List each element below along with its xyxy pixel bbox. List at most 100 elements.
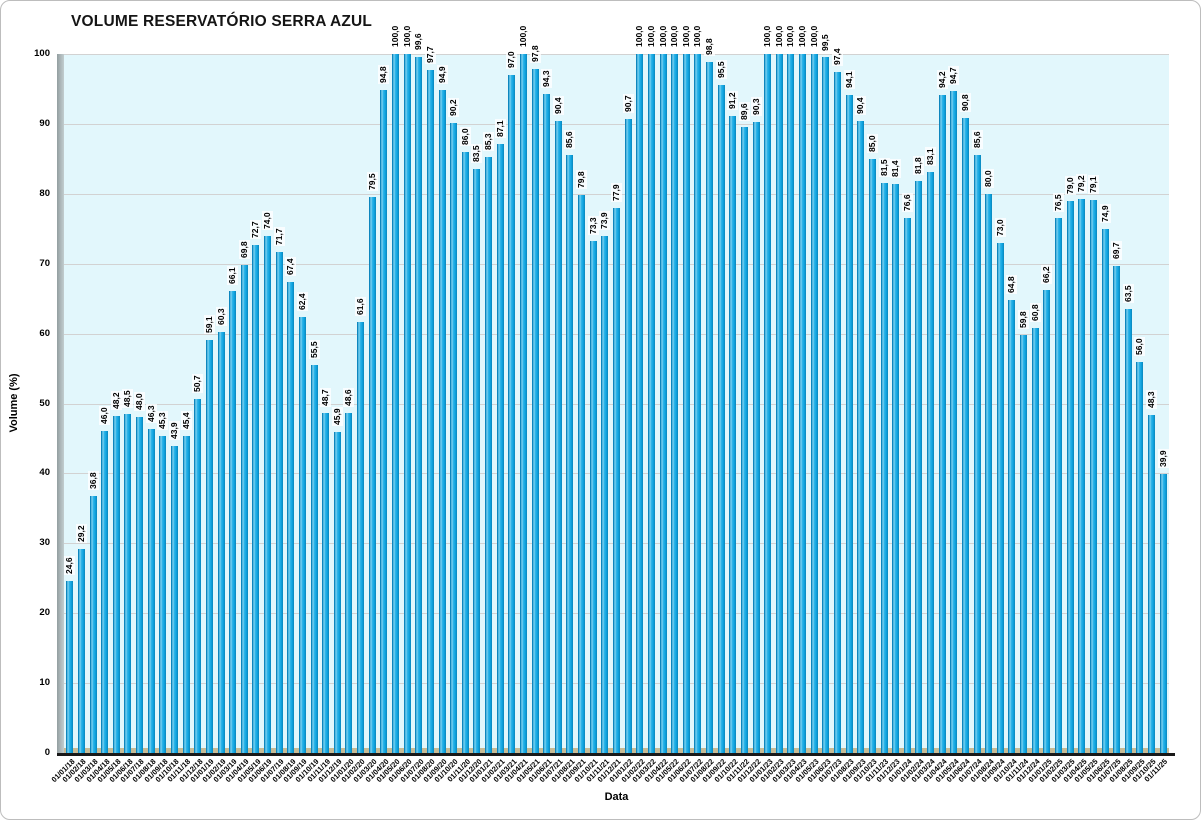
bar[interactable] bbox=[205, 339, 213, 753]
bar[interactable] bbox=[1101, 229, 1109, 753]
bar[interactable] bbox=[438, 89, 446, 753]
bar[interactable] bbox=[473, 169, 481, 753]
bar[interactable] bbox=[775, 54, 783, 753]
bar[interactable] bbox=[101, 431, 109, 753]
bar[interactable] bbox=[624, 119, 632, 753]
bar[interactable] bbox=[112, 416, 120, 753]
bar[interactable] bbox=[461, 151, 469, 753]
bar[interactable] bbox=[764, 54, 772, 753]
bar[interactable] bbox=[380, 90, 388, 753]
bar[interactable] bbox=[543, 93, 551, 753]
bar[interactable] bbox=[1078, 199, 1086, 753]
bar[interactable] bbox=[485, 156, 493, 753]
y-tick-label: 100 bbox=[34, 48, 50, 59]
bar[interactable] bbox=[903, 217, 911, 753]
bar[interactable] bbox=[1113, 265, 1121, 753]
bar[interactable] bbox=[171, 446, 178, 753]
bar[interactable] bbox=[147, 429, 155, 753]
bar[interactable] bbox=[159, 436, 167, 753]
bar[interactable] bbox=[136, 417, 144, 753]
bar[interactable] bbox=[845, 95, 853, 753]
bar[interactable] bbox=[240, 265, 248, 753]
bar[interactable] bbox=[892, 184, 900, 753]
bar[interactable] bbox=[403, 54, 411, 753]
bar-value-label: 63,5 bbox=[1122, 284, 1134, 304]
bar[interactable] bbox=[659, 54, 667, 753]
bar[interactable] bbox=[554, 121, 562, 753]
bar[interactable] bbox=[252, 244, 260, 753]
bar[interactable] bbox=[787, 54, 795, 753]
bar[interactable] bbox=[589, 240, 597, 753]
bar[interactable] bbox=[531, 69, 539, 753]
bar[interactable] bbox=[1031, 328, 1039, 753]
bar[interactable] bbox=[450, 122, 458, 753]
bar[interactable] bbox=[1148, 415, 1156, 753]
bar[interactable] bbox=[124, 413, 132, 753]
bar[interactable] bbox=[357, 322, 365, 753]
bar[interactable] bbox=[415, 56, 423, 753]
bar[interactable] bbox=[345, 413, 353, 753]
bar[interactable] bbox=[1089, 200, 1097, 753]
bar[interactable] bbox=[706, 62, 714, 753]
bar[interactable] bbox=[229, 290, 237, 753]
bar[interactable] bbox=[810, 54, 818, 753]
bar[interactable] bbox=[915, 181, 923, 753]
bar[interactable] bbox=[868, 158, 876, 753]
bar[interactable] bbox=[275, 251, 283, 753]
bar[interactable] bbox=[519, 54, 527, 753]
bar[interactable] bbox=[77, 548, 85, 753]
bar[interactable] bbox=[264, 235, 272, 753]
bar[interactable] bbox=[1055, 218, 1062, 753]
bar[interactable] bbox=[322, 412, 330, 753]
bar[interactable] bbox=[1136, 361, 1144, 753]
bar[interactable] bbox=[694, 54, 702, 753]
bar[interactable] bbox=[298, 316, 306, 753]
bar[interactable] bbox=[1124, 309, 1132, 753]
bar[interactable] bbox=[985, 193, 993, 753]
bar[interactable] bbox=[880, 183, 888, 753]
bar[interactable] bbox=[182, 435, 190, 753]
bar[interactable] bbox=[1008, 300, 1016, 753]
bar-value-label: 83,5 bbox=[471, 144, 483, 164]
bar[interactable] bbox=[1020, 334, 1028, 753]
bar[interactable] bbox=[950, 91, 958, 753]
bar[interactable] bbox=[717, 85, 725, 753]
bar[interactable] bbox=[217, 331, 225, 753]
bar[interactable] bbox=[740, 126, 748, 753]
bar[interactable] bbox=[682, 54, 690, 753]
bar[interactable] bbox=[752, 121, 760, 753]
bar[interactable] bbox=[647, 54, 655, 753]
bar[interactable] bbox=[927, 172, 935, 753]
bar[interactable] bbox=[287, 281, 295, 753]
bar[interactable] bbox=[1159, 474, 1167, 753]
bar[interactable] bbox=[426, 70, 434, 753]
bar[interactable] bbox=[822, 57, 830, 753]
bar[interactable] bbox=[601, 236, 609, 753]
bar[interactable] bbox=[973, 154, 981, 753]
bar[interactable] bbox=[66, 581, 74, 753]
bar[interactable] bbox=[671, 54, 679, 753]
bar[interactable] bbox=[729, 115, 737, 753]
bar[interactable] bbox=[89, 495, 97, 753]
bar-value-label: 79,8 bbox=[576, 170, 588, 190]
bar[interactable] bbox=[1066, 200, 1074, 753]
bar[interactable] bbox=[194, 398, 202, 753]
bar[interactable] bbox=[496, 144, 504, 753]
bar[interactable] bbox=[310, 365, 318, 753]
bar-value-label: 73,3 bbox=[587, 216, 599, 235]
bar[interactable] bbox=[938, 94, 946, 753]
bar[interactable] bbox=[1043, 290, 1051, 753]
bar[interactable] bbox=[613, 208, 620, 753]
bar[interactable] bbox=[834, 72, 841, 753]
bar[interactable] bbox=[857, 121, 865, 753]
bar[interactable] bbox=[961, 118, 969, 753]
bar[interactable] bbox=[333, 432, 341, 753]
bar[interactable] bbox=[566, 154, 574, 753]
bar[interactable] bbox=[578, 195, 586, 753]
bar[interactable] bbox=[996, 242, 1004, 753]
bar[interactable] bbox=[636, 54, 644, 753]
bar[interactable] bbox=[799, 54, 807, 753]
bar[interactable] bbox=[392, 54, 399, 753]
bar[interactable] bbox=[508, 74, 516, 753]
bar[interactable] bbox=[368, 197, 376, 753]
